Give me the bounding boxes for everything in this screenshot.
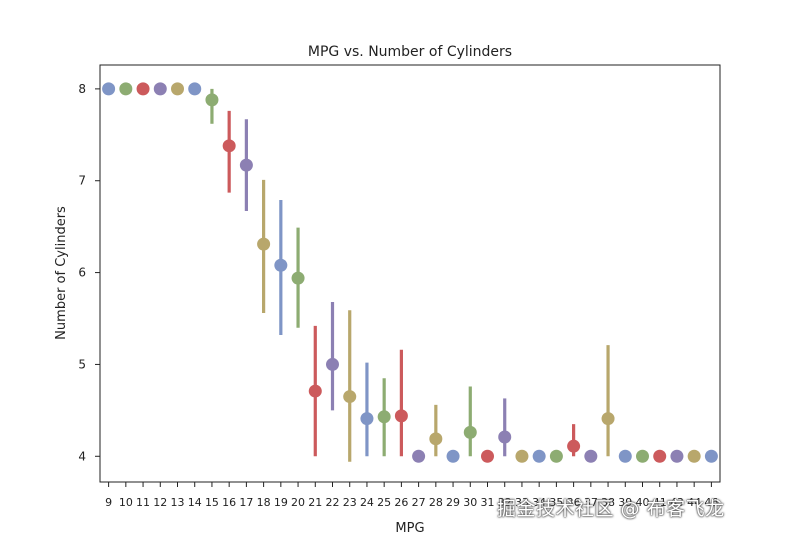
y-tick-label: 4 (78, 449, 86, 463)
point-12 (153, 82, 167, 96)
x-tick-label: 27 (412, 496, 426, 509)
point-18 (257, 237, 271, 251)
point-39 (618, 449, 632, 463)
point-36 (567, 439, 581, 453)
x-tick-label: 32 (498, 496, 512, 509)
y-axis-label: Number of Cylinders (54, 206, 69, 340)
x-tick-label: 23 (343, 496, 357, 509)
x-tick-label: 20 (291, 496, 305, 509)
x-tick-label: 43 (670, 496, 684, 509)
plot-frame (99, 64, 721, 483)
point-31 (481, 449, 494, 463)
x-tick-label: 24 (360, 496, 374, 509)
x-axis-ticks: 9 10 11 12 13 14 15 16 17 18 19 20 21 22 23 24 25 26 27 28 2… (105, 482, 718, 509)
x-tick-label: 40 (636, 496, 650, 509)
x-tick-label: 13 (171, 496, 185, 509)
point-11 (136, 82, 150, 96)
point-15 (205, 93, 219, 107)
point-10 (119, 82, 133, 96)
point-25 (377, 410, 391, 424)
x-tick-label: 14 (188, 496, 202, 509)
x-tick-label: 16 (222, 496, 236, 509)
point-21 (308, 384, 322, 398)
point-14 (188, 82, 202, 96)
x-tick-label: 25 (377, 496, 391, 509)
point-16 (222, 139, 236, 153)
watermark: 掘金技术社区 @ 布客飞龙 (497, 498, 725, 520)
x-axis-label: MPG (395, 521, 424, 536)
point-9 (102, 82, 116, 96)
x-tick-label: 9 (105, 496, 112, 509)
point-34 (532, 449, 546, 463)
x-tick-label: 31 (481, 496, 495, 509)
x-tick-label: 29 (446, 496, 460, 509)
x-tick-label: 39 (618, 496, 632, 509)
point-24 (360, 412, 374, 426)
x-tick-label: 35 (549, 496, 563, 509)
x-tick-label: 12 (153, 496, 167, 509)
x-tick-label: 10 (119, 496, 133, 509)
y-tick-label: 5 (78, 357, 86, 371)
x-tick-label: 15 (205, 496, 219, 509)
x-tick-label: 41 (653, 496, 667, 509)
x-tick-label: 36 (567, 496, 581, 509)
y-axis-ticks: 4 5 6 7 8 (78, 82, 100, 463)
point-44 (687, 449, 701, 463)
point-27 (412, 449, 426, 463)
y-tick-label: 8 (78, 82, 86, 96)
x-tick-label: 38 (601, 496, 615, 509)
point-30 (463, 425, 477, 439)
y-tick-label: 6 (78, 266, 86, 280)
point-33 (515, 449, 529, 463)
point-43 (670, 449, 684, 463)
x-tick-label: 37 (584, 496, 598, 509)
x-tick-label: 46 (704, 496, 718, 509)
point-35 (549, 449, 563, 463)
chart-title: MPG vs. Number of Cylinders (308, 44, 512, 60)
plot-marks (102, 82, 718, 463)
x-tick-label: 11 (136, 496, 150, 509)
point-41 (653, 449, 667, 463)
x-tick-label: 44 (687, 496, 701, 509)
point-46 (704, 449, 718, 463)
point-40 (636, 449, 649, 463)
point-19 (274, 258, 288, 272)
point-23 (343, 390, 357, 404)
point-13 (171, 82, 184, 96)
x-tick-label: 34 (532, 496, 546, 509)
x-tick-label: 26 (394, 496, 408, 509)
x-tick-label: 19 (274, 496, 288, 509)
x-tick-label: 28 (429, 496, 443, 509)
point-29 (446, 449, 460, 463)
point-38 (601, 412, 615, 426)
x-tick-label: 18 (257, 496, 271, 509)
point-28 (429, 432, 443, 446)
x-tick-label: 30 (463, 496, 477, 509)
x-tick-label: 33 (515, 496, 529, 509)
point-26 (394, 409, 408, 423)
x-tick-label: 17 (239, 496, 253, 509)
x-tick-label: 22 (326, 496, 340, 509)
point-37 (584, 449, 598, 463)
x-tick-label: 21 (308, 496, 322, 509)
y-tick-label: 7 (78, 174, 86, 188)
point-22 (326, 357, 339, 371)
point-17 (239, 158, 253, 172)
point-20 (291, 271, 305, 285)
point-32 (498, 430, 512, 444)
